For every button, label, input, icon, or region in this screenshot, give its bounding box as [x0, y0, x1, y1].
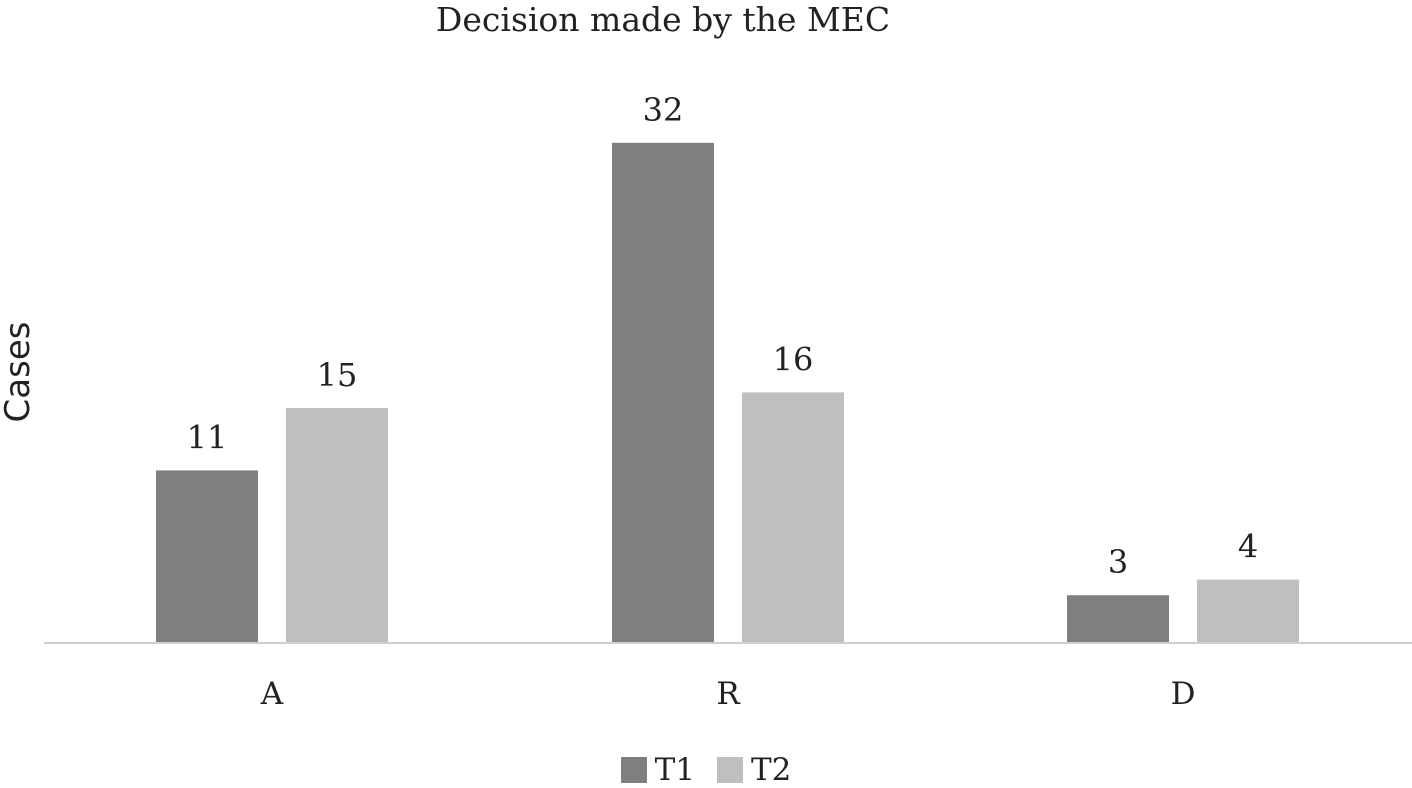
- bar-t2-a: [286, 408, 388, 642]
- data-label-t1-r: 32: [643, 91, 684, 129]
- bar-t1-d: [1067, 595, 1169, 642]
- legend-label-t2: T2: [751, 752, 792, 788]
- chart-title: Decision made by the MEC: [435, 0, 891, 39]
- x-tick-label-a: A: [260, 676, 284, 712]
- legend-item-t1: T1: [620, 752, 695, 788]
- legend-swatch-t2: [717, 757, 743, 783]
- bar-t2-d: [1197, 579, 1299, 642]
- data-label-t1-d: 3: [1108, 543, 1128, 581]
- legend: T1 T2: [0, 752, 1412, 788]
- legend-item-t2: T2: [717, 752, 791, 788]
- bar-t1-r: [612, 142, 714, 643]
- legend-label-t1: T1: [654, 752, 695, 788]
- data-label-t2-a: 15: [317, 356, 358, 394]
- bar-t1-a: [156, 470, 258, 642]
- x-tick-label-d: D: [1171, 676, 1196, 712]
- data-label-t2-r: 16: [773, 340, 814, 378]
- legend-swatch-t1: [620, 757, 647, 783]
- x-tick-label-r: R: [716, 676, 741, 712]
- data-label-t2-d: 4: [1238, 528, 1258, 566]
- bar-t2-r: [742, 392, 844, 642]
- data-label-t1-a: 11: [187, 418, 228, 456]
